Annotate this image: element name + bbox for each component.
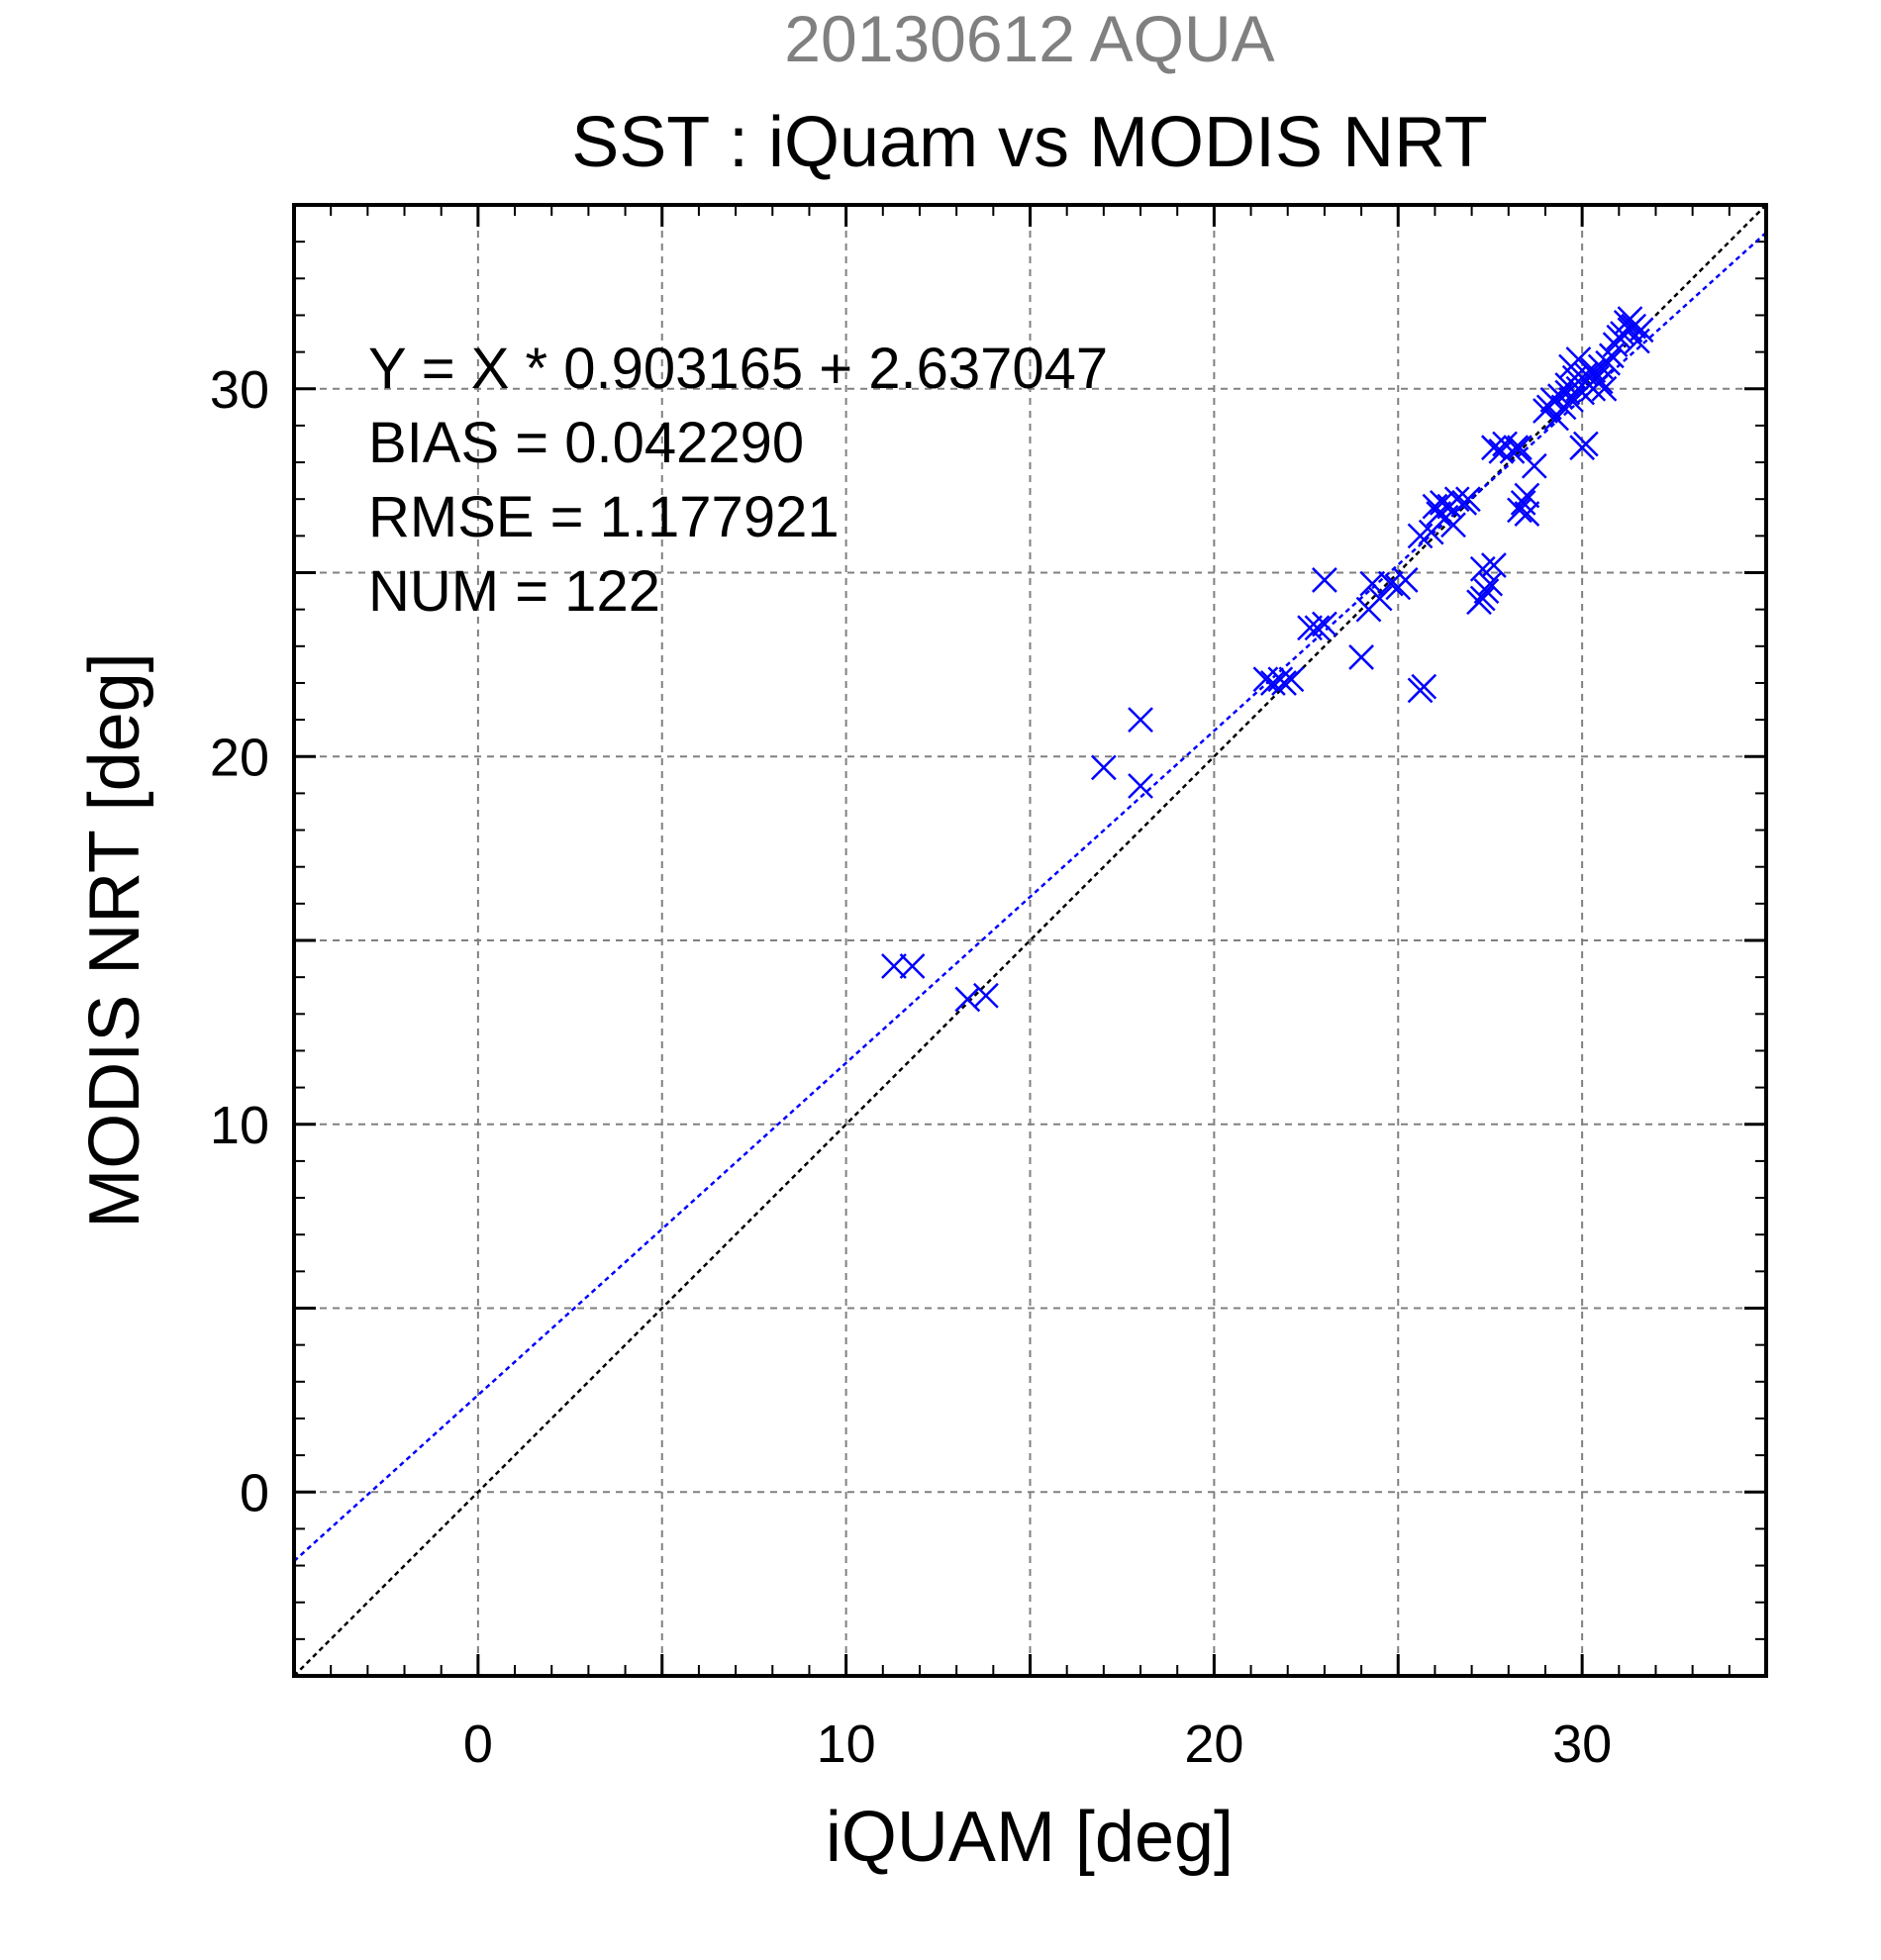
data-point: [1411, 673, 1437, 700]
chart-subtitle: SST : iQuam vs MODIS NRT: [571, 103, 1488, 182]
x-tick-label: 10: [817, 1715, 876, 1774]
data-point: [1488, 439, 1515, 464]
data-point: [1440, 512, 1466, 539]
data-point: [1514, 482, 1540, 509]
x-tick-label: 20: [1184, 1715, 1243, 1774]
data-point: [1348, 644, 1374, 670]
data-point: [1271, 670, 1297, 696]
data-point: [1514, 501, 1540, 527]
y-tick-label: 10: [210, 1096, 269, 1155]
data-point: [1359, 570, 1386, 597]
x-axis-label: iQUAM [deg]: [826, 1798, 1234, 1877]
y-tick-label: 0: [240, 1463, 269, 1522]
data-point: [1595, 349, 1622, 376]
data-point: [1628, 317, 1654, 343]
data-point: [1366, 585, 1393, 612]
data-point: [1312, 567, 1337, 593]
data-point: [1377, 570, 1404, 597]
data-point: [1521, 452, 1547, 479]
stats-num: NUM = 122: [368, 559, 660, 624]
data-point: [1587, 368, 1614, 395]
y-tick-label: 30: [210, 360, 269, 420]
data-point: [1454, 486, 1481, 513]
data-point: [1507, 435, 1533, 461]
stats-fit-equation: Y = X * 0.903165 + 2.637047: [368, 337, 1108, 401]
data-point: [1481, 552, 1507, 578]
data-point: [1297, 615, 1323, 641]
data-point: [1429, 490, 1455, 516]
data-point: [954, 986, 981, 1013]
tick-labels: 0 10 20 30 0 10 20 30: [210, 360, 1612, 1774]
data-point: [1278, 666, 1305, 693]
data-point: [1507, 497, 1533, 524]
x-tick-label: 0: [463, 1715, 493, 1774]
data-point: [1304, 615, 1331, 641]
y-tick-label: 20: [210, 728, 269, 787]
data-point: [899, 953, 926, 979]
data-point: [1580, 357, 1607, 384]
stats-box: Y = X * 0.903165 + 2.637047 BIAS = 0.042…: [368, 337, 1108, 624]
data-point: [1572, 431, 1599, 457]
data-point: [1128, 773, 1153, 799]
data-point: [1591, 375, 1618, 402]
data-point: [1469, 585, 1496, 612]
data-point: [881, 953, 907, 979]
chart-title: 20130612 AQUA: [784, 2, 1274, 75]
plot-frame: [292, 203, 1768, 1678]
data-point: [973, 982, 999, 1009]
data-point: [1128, 707, 1153, 733]
data-point: [1252, 666, 1279, 693]
data-point: [1312, 611, 1337, 637]
data-point: [1392, 567, 1419, 593]
data-point: [1259, 670, 1286, 696]
data-point: [1443, 486, 1470, 513]
data-point: [1090, 754, 1117, 781]
data-points: [881, 306, 1654, 1013]
data-point: [1473, 578, 1500, 604]
data-point: [1558, 387, 1584, 413]
grid: [294, 205, 1766, 1676]
y-axis-label: MODIS NRT [deg]: [75, 652, 154, 1228]
data-point: [1621, 313, 1647, 340]
stats-bias: BIAS = 0.042290: [368, 411, 804, 475]
stats-rmse: RMSE = 1.177921: [368, 485, 840, 549]
data-point: [1543, 405, 1569, 432]
data-point: [1565, 346, 1592, 372]
x-tick-label: 30: [1552, 1715, 1612, 1774]
